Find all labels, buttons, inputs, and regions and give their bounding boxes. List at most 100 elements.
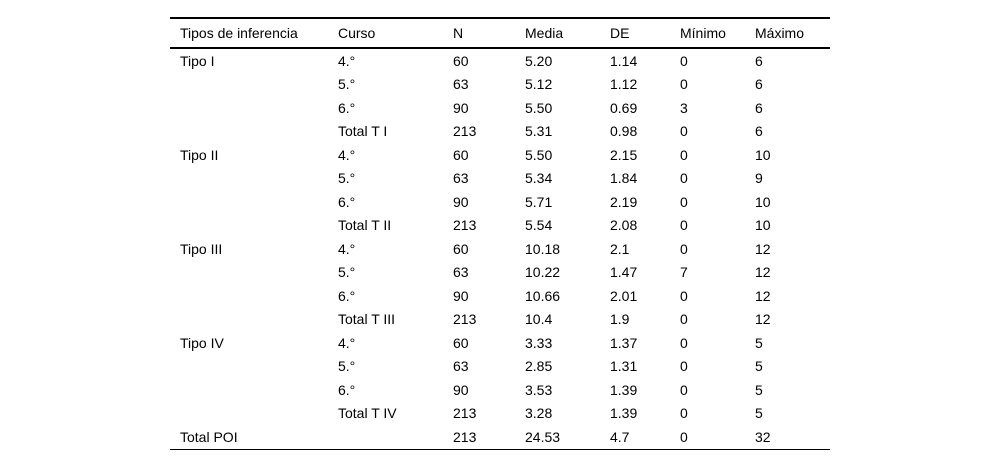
table-cell: 2.15: [610, 146, 638, 163]
table-cell: 10: [755, 193, 771, 210]
table-cell: 60: [453, 240, 469, 257]
table-cell: 60: [453, 52, 469, 69]
table-cell: 213: [453, 217, 477, 234]
table-cell: [170, 355, 338, 379]
table-cell: 24.53: [525, 428, 561, 445]
table-cell: 5: [755, 358, 763, 375]
table-cell: 90: [453, 381, 469, 398]
table-cell: 5: [755, 381, 763, 398]
table-row: Total T III 213 10.4 1.9 0 12: [170, 308, 830, 332]
table-cell: 0: [680, 358, 688, 375]
table-cell: 10: [755, 146, 771, 163]
column-header: Curso: [338, 25, 376, 41]
table-cell: 6.°: [338, 99, 356, 116]
table-cell: 0: [680, 334, 688, 351]
table-cell: 0: [680, 146, 688, 163]
table-cell: 0: [680, 405, 688, 422]
table-row: 5.° 63 5.12 1.12 0 6: [170, 73, 830, 97]
table-cell: 3.53: [525, 381, 553, 398]
table-cell: 2.19: [610, 193, 638, 210]
table-cell: Tipo I: [180, 52, 215, 69]
table-cell: 6: [755, 76, 763, 93]
table-cell: 0.98: [610, 123, 638, 140]
stats-table: Tipos de inferencia Curso N Media DE Mínimo Má…: [170, 17, 830, 450]
table-row: Tipo III 4.° 60 10.18 2.1 0 12: [170, 237, 830, 261]
table-cell: 1.37: [610, 334, 638, 351]
table-cell: 0: [680, 76, 688, 93]
table-cell: 5.°: [338, 76, 356, 93]
table-cell: 1.84: [610, 170, 638, 187]
table-cell: 6: [755, 99, 763, 116]
table-cell: 10.4: [525, 311, 553, 328]
table-cell: 0: [680, 217, 688, 234]
table-cell: 213: [453, 428, 477, 445]
table-cell: 0: [680, 311, 688, 328]
table-cell: 10.66: [525, 287, 561, 304]
table-cell: 1.12: [610, 76, 638, 93]
table-cell: 5.20: [525, 52, 553, 69]
table-cell: 0: [680, 240, 688, 257]
table-cell: 3.28: [525, 405, 553, 422]
table-cell: 5.54: [525, 217, 553, 234]
table-cell: 4.°: [338, 52, 356, 69]
table-cell: 12: [755, 311, 771, 328]
column-header: N: [453, 25, 464, 41]
table-cell: 1.39: [610, 381, 638, 398]
table-row: 5.° 63 5.34 1.84 0 9: [170, 167, 830, 191]
table-cell: [170, 308, 338, 332]
table-cell: 5.31: [525, 123, 553, 140]
table-row: Total T II 213 5.54 2.08 0 10: [170, 214, 830, 238]
table-cell: Total T III: [338, 311, 396, 328]
table-cell: 5.°: [338, 170, 356, 187]
table-cell: 6.°: [338, 287, 356, 304]
table-cell: 12: [755, 264, 771, 281]
table-cell: [170, 96, 338, 120]
table-cell: 6.°: [338, 381, 356, 398]
table-cell: 0.69: [610, 99, 638, 116]
table-cell: Tipo III: [180, 240, 223, 257]
table-cell: 5.34: [525, 170, 553, 187]
table-cell: Tipo II: [180, 146, 219, 163]
table-cell: 60: [453, 146, 469, 163]
table-cell: 0: [680, 193, 688, 210]
table-cell: [170, 284, 338, 308]
table-cell: 1.14: [610, 52, 638, 69]
table-cell: 32: [755, 428, 771, 445]
table-row: 6.° 90 10.66 2.01 0 12: [170, 284, 830, 308]
table-cell: 2.85: [525, 358, 553, 375]
table-row: Tipo II 4.° 60 5.50 2.15 0 10: [170, 143, 830, 167]
table-row: Total POI 213 24.53 4.7 0 32: [170, 425, 830, 449]
table-cell: 63: [453, 170, 469, 187]
table-cell: [338, 425, 453, 449]
table-cell: 0: [680, 428, 688, 445]
table-cell: 10: [755, 217, 771, 234]
table-cell: Total T IV: [338, 405, 397, 422]
table-row: Total T IV 213 3.28 1.39 0 5: [170, 402, 830, 426]
table-cell: 5.71: [525, 193, 553, 210]
column-header: Mínimo: [680, 25, 726, 41]
table-header: Tipos de inferencia Curso N Media DE Mínimo Má…: [170, 18, 830, 48]
table-cell: 0: [680, 170, 688, 187]
table-row: 6.° 90 5.71 2.19 0 10: [170, 190, 830, 214]
table-cell: Tipo IV: [180, 334, 224, 351]
table-cell: [170, 214, 338, 238]
table-cell: 5.°: [338, 358, 356, 375]
table-row: 6.° 90 3.53 1.39 0 5: [170, 378, 830, 402]
column-header: Máximo: [755, 25, 805, 41]
table-cell: Total T I: [338, 123, 388, 140]
table-cell: 10.18: [525, 240, 561, 257]
table-cell: [170, 167, 338, 191]
table-row: Tipo IV 4.° 60 3.33 1.37 0 5: [170, 331, 830, 355]
table-cell: 4.°: [338, 334, 356, 351]
table-cell: 3: [680, 99, 688, 116]
table-cell: 7: [680, 264, 688, 281]
table-cell: 5.50: [525, 99, 553, 116]
table-cell: [170, 261, 338, 285]
table-cell: 2.08: [610, 217, 638, 234]
table-cell: 9: [755, 170, 763, 187]
table-cell: 0: [680, 123, 688, 140]
table-row: Tipo I 4.° 60 5.20 1.14 0 6: [170, 48, 830, 73]
table-cell: [170, 402, 338, 426]
table-cell: [170, 190, 338, 214]
